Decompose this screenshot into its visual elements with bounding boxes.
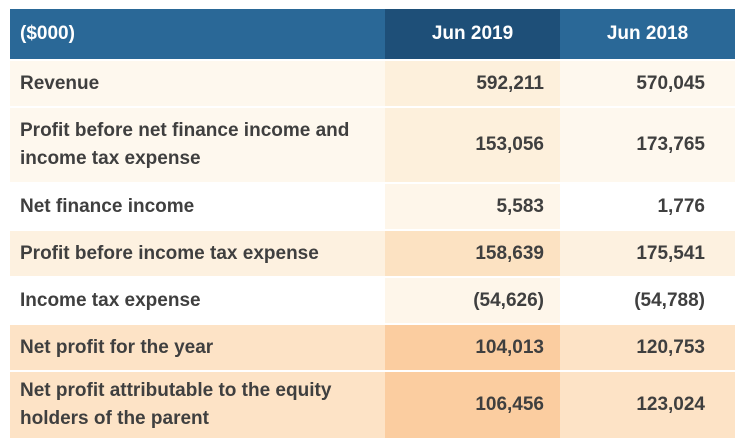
financial-summary-table: ($000) Jun 2019 Jun 2018 Revenue 592,211… <box>10 9 735 440</box>
table-row: Net profit for the year 104,013 120,753 <box>10 325 735 372</box>
value-jun-2018: 570,045 <box>560 61 735 108</box>
table-body: Revenue 592,211 570,045 Profit before ne… <box>10 61 735 440</box>
value-jun-2019: 106,456 <box>385 372 560 440</box>
value-jun-2018: (54,788) <box>560 278 735 325</box>
table-row: Net profit attributable to the equity ho… <box>10 372 735 440</box>
value-jun-2018: 173,765 <box>560 108 735 184</box>
value-jun-2019: 158,639 <box>385 231 560 278</box>
table-row: Profit before income tax expense 158,639… <box>10 231 735 278</box>
row-label-profit-before-net-finance-income: Profit before net finance income and inc… <box>10 108 385 184</box>
value-jun-2018: 1,776 <box>560 184 735 231</box>
value-jun-2019: 592,211 <box>385 61 560 108</box>
value-jun-2019: 5,583 <box>385 184 560 231</box>
value-jun-2018: 120,753 <box>560 325 735 372</box>
row-label-net-profit-attributable: Net profit attributable to the equity ho… <box>10 372 385 440</box>
header-jun-2019: Jun 2019 <box>385 9 560 61</box>
value-jun-2019: (54,626) <box>385 278 560 325</box>
row-label-revenue: Revenue <box>10 61 385 108</box>
value-jun-2019: 104,013 <box>385 325 560 372</box>
header-units: ($000) <box>10 9 385 61</box>
table-header: ($000) Jun 2019 Jun 2018 <box>10 9 735 61</box>
table-row: Net finance income 5,583 1,776 <box>10 184 735 231</box>
header-jun-2018: Jun 2018 <box>560 9 735 61</box>
table-row: Income tax expense (54,626) (54,788) <box>10 278 735 325</box>
row-label-profit-before-income-tax: Profit before income tax expense <box>10 231 385 278</box>
header-row: ($000) Jun 2019 Jun 2018 <box>10 9 735 61</box>
table-row: Revenue 592,211 570,045 <box>10 61 735 108</box>
row-label-income-tax-expense: Income tax expense <box>10 278 385 325</box>
table-row: Profit before net finance income and inc… <box>10 108 735 184</box>
value-jun-2019: 153,056 <box>385 108 560 184</box>
row-label-net-finance-income: Net finance income <box>10 184 385 231</box>
value-jun-2018: 123,024 <box>560 372 735 440</box>
row-label-net-profit-for-year: Net profit for the year <box>10 325 385 372</box>
value-jun-2018: 175,541 <box>560 231 735 278</box>
